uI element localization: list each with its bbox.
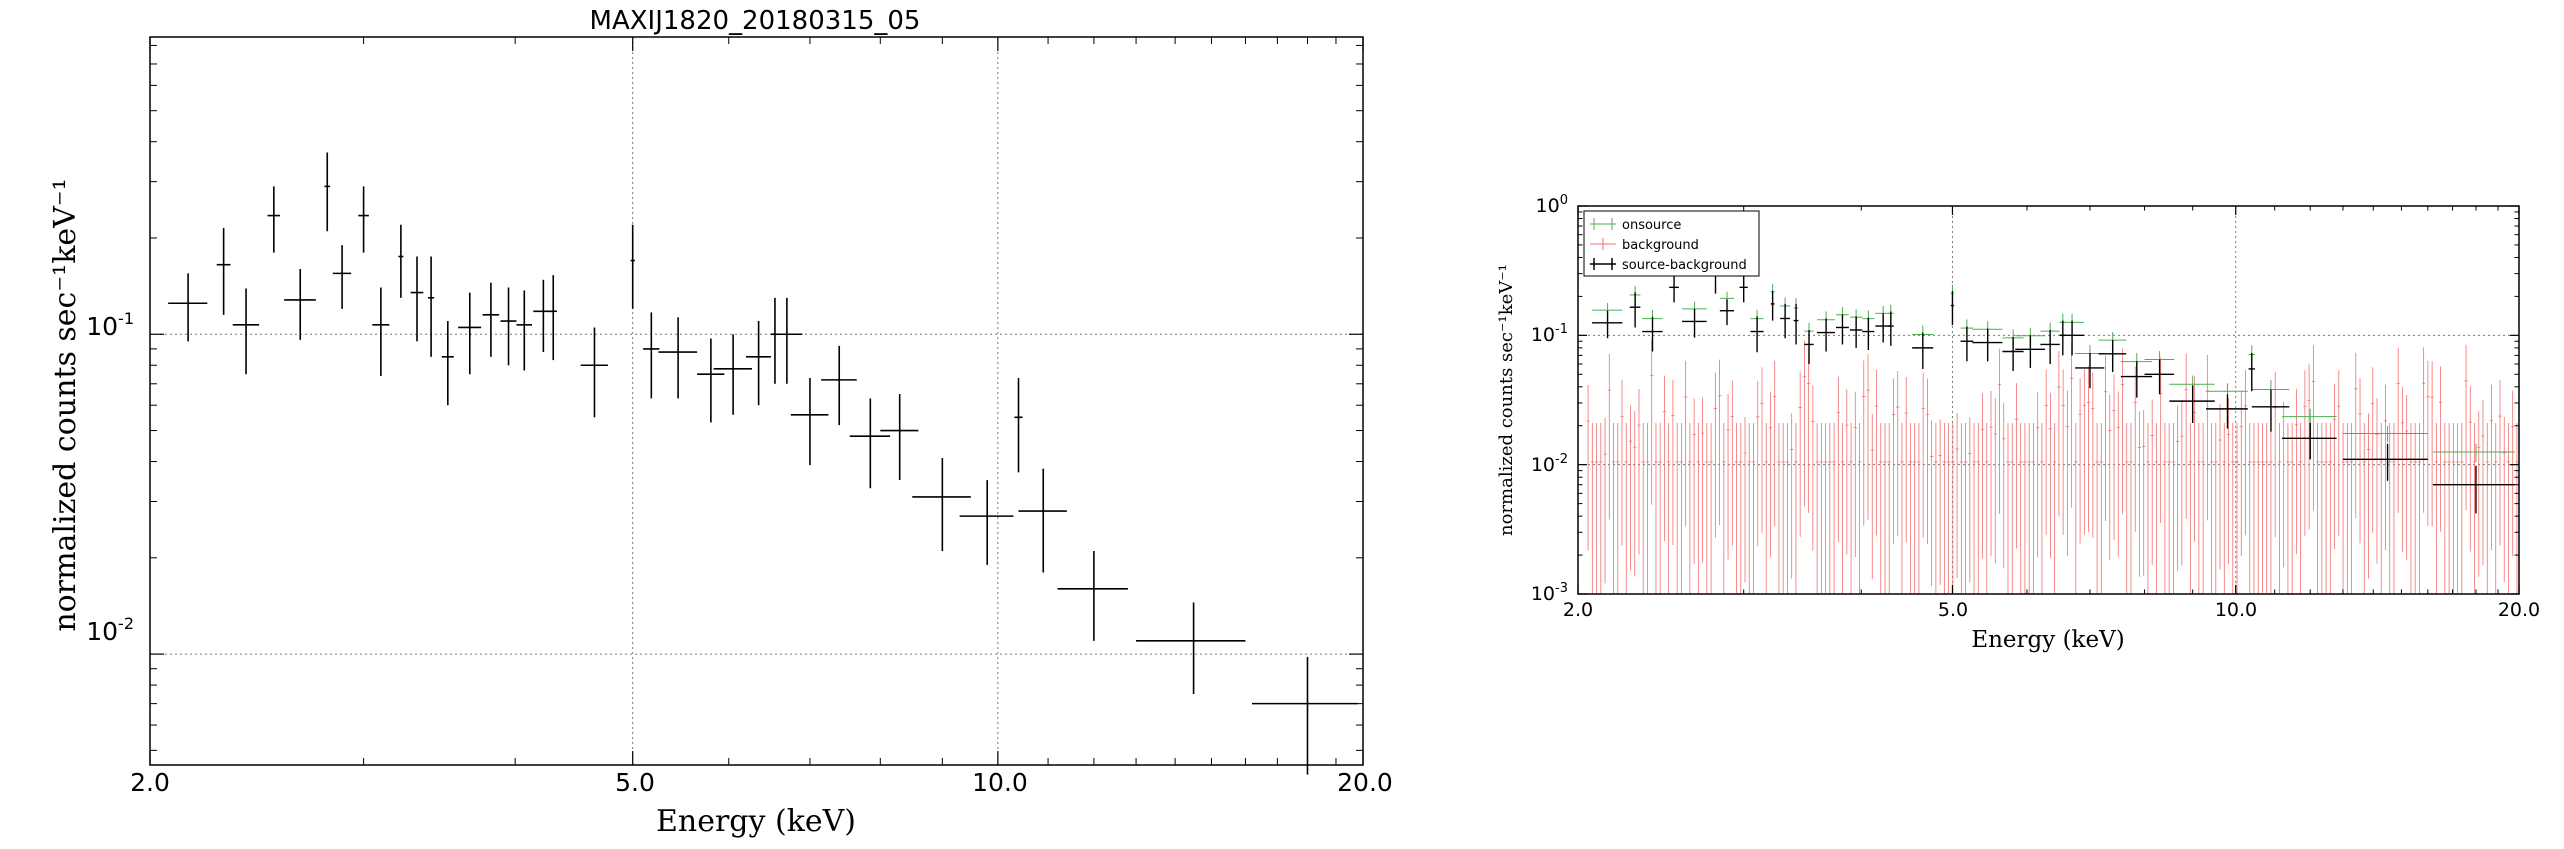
right-background-series [1586,339,2519,594]
right-x-tick-label: 10.0 [2215,599,2257,621]
right-y-tick-label: 10-3 [1531,581,1568,605]
left-y-tick-label: 10-1 [86,309,134,341]
right-x-tick-label: 2.0 [1563,599,1593,621]
right-chart-panel: 2.0 5.0 10.0 20.0 100 10-1 10-2 10-3 Ene… [1496,193,2540,653]
right-y-axis-label: normalized counts sec⁻¹keV⁻¹ [1496,264,1517,536]
left-chart-panel: MAXIJ1820_20180315_05 2.0 5.0 10.0 20.0 … [48,6,1393,839]
legend-label-source-background: source-background [1622,258,1747,273]
left-data-marks [168,152,1358,775]
chart-title: MAXIJ1820_20180315_05 [590,6,921,36]
left-x-tick-label: 10.0 [972,768,1028,797]
left-x-tick-label: 20.0 [1337,768,1393,797]
legend-label-background: background [1622,238,1699,253]
right-grid [1578,206,2519,594]
left-x-tick-label: 5.0 [615,768,655,797]
right-ticks [1577,205,2520,595]
legend-box [1583,210,1760,277]
legend: onsource background source-background [1583,210,1760,277]
legend-item-source-background: source-background [1590,258,1747,273]
right-plot-frame [1577,205,2520,595]
right-x-tick-label: 5.0 [1938,599,1968,621]
left-y-tick-label: 10-2 [86,614,134,646]
right-x-tick-label: 20.0 [2498,599,2540,621]
left-grid [150,37,1363,765]
right-onsource-series [1592,255,2515,462]
right-source-background-series [1592,261,2515,514]
left-x-tick-label: 2.0 [130,768,170,797]
legend-item-onsource: onsource [1590,218,1681,233]
legend-label-onsource: onsource [1622,218,1681,233]
right-y-tick-label: 10-1 [1531,322,1568,346]
left-y-axis-label: normalized counts sec⁻¹keV⁻¹ [48,178,83,631]
left-x-axis-label: Energy (keV) [656,804,856,839]
right-y-tick-label: 100 [1536,193,1568,217]
left-ticks [149,37,1364,765]
legend-item-background: background [1590,238,1699,253]
right-x-axis-label: Energy (keV) [1971,627,2124,653]
left-plot-frame [149,36,1364,766]
right-y-tick-label: 10-2 [1531,452,1568,476]
